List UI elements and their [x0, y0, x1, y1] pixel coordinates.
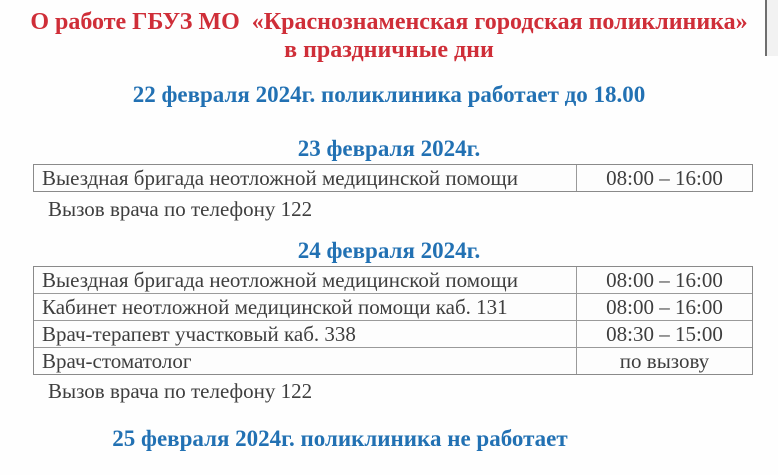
service-cell: Врач-стоматолог — [34, 348, 577, 374]
table-row: Выездная бригада неотложной медицинской … — [34, 165, 752, 191]
table-row: Врач-стоматолог по вызову — [34, 347, 752, 374]
notice-feb25: 25 февраля 2024г. поликлиника не работае… — [112, 426, 568, 451]
time-cell: 08:00 – 16:00 — [606, 166, 723, 190]
call-doctor-note-feb24: Вызов врача по телефону 122 — [48, 379, 313, 403]
table-row: Выездная бригада неотложной медицинской … — [34, 267, 752, 293]
time-cell: по вызову — [619, 349, 710, 373]
service-cell: Врач-терапевт участковый каб. 338 — [34, 321, 577, 347]
service-cell: Выездная бригада неотложной медицинской … — [34, 165, 577, 191]
service-cell: Выездная бригада неотложной медицинской … — [34, 267, 577, 293]
schedule-table-feb23: Выездная бригада неотложной медицинской … — [33, 164, 753, 192]
scrollbar-edge-artifact — [765, 0, 767, 56]
document-title-line1: О работе ГБУЗ МО «Краснознаменская город… — [30, 9, 748, 35]
table-row: Кабинет неотложной медицинской помощи ка… — [34, 293, 752, 320]
time-cell: 08:00 – 16:00 — [606, 295, 723, 319]
document-title-line2: в праздничные дни — [284, 37, 494, 63]
section-heading-feb23: 23 февраля 2024г. — [297, 136, 481, 161]
notice-feb22: 22 февраля 2024г. поликлиника работает д… — [132, 82, 646, 107]
time-cell: 08:00 – 16:00 — [606, 268, 723, 292]
service-cell: Кабинет неотложной медицинской помощи ка… — [34, 294, 577, 320]
schedule-table-feb24: Выездная бригада неотложной медицинской … — [33, 266, 753, 375]
page-edge-strip — [767, 0, 778, 56]
time-cell: 08:30 – 15:00 — [606, 322, 723, 346]
section-heading-feb24: 24 февраля 2024г. — [297, 238, 481, 263]
call-doctor-note-feb23: Вызов врача по телефону 122 — [48, 197, 313, 221]
table-row: Врач-терапевт участковый каб. 338 08:30 –… — [34, 320, 752, 347]
